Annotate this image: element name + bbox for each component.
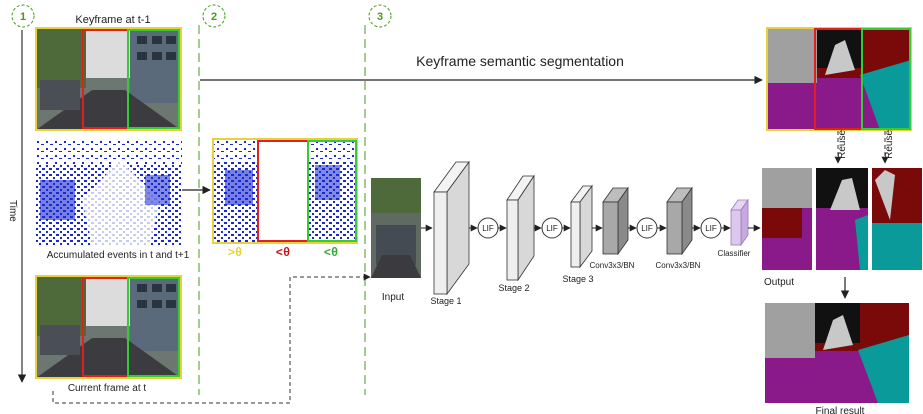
classifier-block bbox=[730, 198, 749, 247]
keyframe-segmentation-image bbox=[766, 27, 912, 131]
masked-events-image bbox=[212, 138, 358, 244]
final-result-image bbox=[765, 303, 909, 403]
lif-label-1: LIF bbox=[482, 224, 494, 233]
classifier-label: Classifier bbox=[718, 249, 751, 258]
events-image bbox=[36, 140, 182, 245]
threshold-greater: >θ bbox=[228, 246, 242, 260]
input-label: Input bbox=[382, 292, 404, 303]
lif-label-3: LIF bbox=[641, 224, 653, 233]
step-1-number: 1 bbox=[20, 11, 26, 23]
lif-node-4: LIF bbox=[700, 217, 722, 239]
stage-3-label: Stage 3 bbox=[562, 274, 593, 284]
conv-a-label: Conv3x3/BN bbox=[590, 261, 635, 270]
stage-1-block bbox=[433, 160, 470, 296]
step-2-badge: 2 bbox=[202, 4, 226, 28]
lif-label-4: LIF bbox=[705, 224, 717, 233]
keyframe-image bbox=[35, 27, 182, 131]
conv-block-a bbox=[602, 186, 629, 256]
stage-2-block bbox=[506, 174, 535, 282]
reuse-label-a: Reuse bbox=[837, 130, 848, 159]
output-crop-middle bbox=[816, 168, 868, 270]
conv-block-b bbox=[666, 186, 693, 256]
threshold-less-red: <θ bbox=[276, 246, 290, 260]
output-crop-right bbox=[872, 168, 922, 270]
step-3-badge: 3 bbox=[368, 4, 392, 28]
output-label: Output bbox=[764, 277, 794, 288]
step-3-number: 3 bbox=[377, 11, 383, 23]
current-frame-label: Current frame at t bbox=[68, 383, 147, 394]
current-frame-image bbox=[35, 275, 182, 379]
network-input-image bbox=[371, 178, 421, 278]
keyframe-segmentation-label: Keyframe semantic segmentation bbox=[416, 53, 624, 69]
output-crop-left bbox=[762, 168, 812, 270]
lif-node-3: LIF bbox=[636, 217, 658, 239]
lif-node-1: LIF bbox=[477, 217, 499, 239]
lif-label-2: LIF bbox=[546, 224, 558, 233]
threshold-less-green: <θ bbox=[324, 246, 338, 260]
step-1-badge: 1 bbox=[11, 4, 35, 28]
stage-1-label: Stage 1 bbox=[430, 296, 461, 306]
final-result-label: Final result bbox=[816, 406, 865, 414]
keyframe-label: Keyframe at t-1 bbox=[75, 14, 150, 26]
events-label: Accumulated events in t and t+1 bbox=[47, 250, 190, 261]
reuse-label-b: Reuse bbox=[884, 130, 895, 159]
stage-2-label: Stage 2 bbox=[498, 283, 529, 293]
lif-node-2: LIF bbox=[541, 217, 563, 239]
conv-b-label: Conv3x3/BN bbox=[656, 261, 701, 270]
current-to-input-dashed-arrow bbox=[52, 273, 371, 404]
step-2-number: 2 bbox=[211, 11, 217, 23]
stage-3-block bbox=[570, 184, 593, 269]
time-label: Time bbox=[7, 200, 18, 222]
